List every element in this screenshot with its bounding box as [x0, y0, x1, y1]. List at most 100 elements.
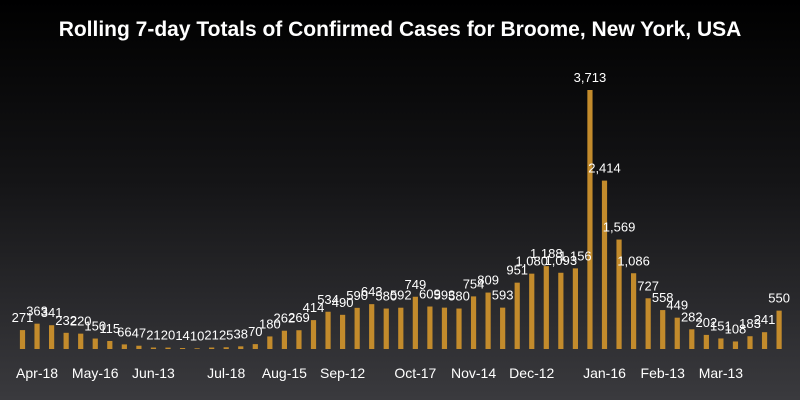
data-label: 150 — [84, 319, 106, 334]
bar — [398, 307, 404, 349]
bar — [412, 296, 418, 349]
bar — [78, 333, 84, 349]
bar — [761, 332, 768, 349]
bar — [529, 273, 535, 349]
data-label: 20 — [161, 328, 175, 343]
bar — [150, 347, 157, 349]
data-label: 490 — [332, 295, 354, 310]
bar — [747, 336, 753, 349]
data-label: 14 — [175, 328, 189, 343]
bar — [19, 330, 26, 349]
x-tick-label: Feb-13 — [641, 365, 686, 381]
bar — [340, 314, 346, 349]
bar — [354, 307, 360, 349]
data-label: 282 — [681, 309, 703, 324]
bar — [369, 304, 375, 349]
data-label: 609 — [419, 287, 441, 302]
bar — [194, 348, 200, 349]
data-label: 151 — [710, 318, 732, 333]
x-tick-label: Oct-17 — [394, 365, 436, 381]
data-label: 414 — [303, 300, 325, 315]
x-tick-label: Dec-12 — [509, 365, 554, 381]
bar — [223, 347, 229, 349]
data-label: 47 — [132, 326, 146, 341]
bar — [179, 348, 186, 349]
data-label: 550 — [768, 291, 790, 306]
data-label: 590 — [346, 288, 368, 303]
bar — [703, 334, 709, 349]
data-label: 363 — [26, 304, 48, 319]
bar — [674, 317, 680, 349]
bar — [470, 296, 477, 349]
chart-title: Rolling 7-day Totals of Confirmed Cases … — [58, 18, 742, 41]
data-label: 593 — [434, 288, 456, 303]
bar — [572, 268, 578, 349]
bar — [107, 340, 113, 349]
data-label: 2,414 — [588, 161, 621, 176]
bar — [209, 347, 215, 349]
data-label: 1,080 — [515, 254, 548, 269]
data-label: 220 — [70, 314, 92, 329]
data-label: 1,156 — [559, 248, 592, 263]
data-label: 1,086 — [617, 253, 650, 268]
data-label: 3,713 — [574, 70, 607, 85]
data-label: 202 — [695, 315, 717, 330]
data-label: 183 — [739, 316, 761, 331]
bar — [543, 266, 549, 349]
bar — [34, 323, 40, 349]
data-label: 271 — [12, 310, 34, 325]
data-label: 1,093 — [545, 253, 578, 268]
x-tick-label: Apr-18 — [16, 365, 58, 381]
data-label: 558 — [652, 290, 674, 305]
x-tick-label: Sep-12 — [320, 365, 365, 381]
data-label: 592 — [390, 288, 412, 303]
data-label: 232 — [55, 313, 77, 328]
x-tick-label: Jun-13 — [132, 365, 175, 381]
data-label: 534 — [317, 292, 339, 307]
bar — [732, 341, 739, 349]
data-label: 241 — [754, 312, 776, 327]
data-label: 727 — [637, 278, 659, 293]
x-tick-label: Mar-13 — [699, 365, 744, 381]
bar — [558, 272, 564, 349]
data-label: 25 — [219, 327, 233, 342]
data-label: 21 — [204, 328, 218, 343]
data-label: 749 — [404, 277, 426, 292]
data-label: 593 — [492, 288, 514, 303]
data-label: 1,569 — [603, 220, 636, 235]
bar — [514, 282, 520, 349]
bar — [238, 346, 244, 349]
bar — [165, 347, 171, 349]
bar — [63, 332, 69, 349]
data-label: 180 — [259, 316, 281, 331]
data-label: 38 — [234, 326, 248, 341]
data-label: 108 — [725, 321, 747, 336]
bar — [645, 298, 651, 349]
bar — [325, 311, 331, 349]
bar — [49, 325, 55, 349]
bar — [267, 336, 273, 349]
bar — [441, 307, 448, 349]
bar — [718, 338, 724, 349]
x-tick-label: Nov-14 — [451, 365, 496, 381]
bar — [136, 345, 142, 349]
bar — [92, 338, 98, 349]
bar — [631, 273, 637, 349]
bar — [587, 90, 593, 349]
bar — [616, 239, 622, 349]
bar — [383, 308, 389, 349]
bars — [19, 90, 782, 349]
x-tick-label: Jan-16 — [583, 365, 626, 381]
x-tick-label: Aug-15 — [262, 365, 307, 381]
x-axis-ticks: Apr-18 May-16 Jun-13 Jul-18 Aug-15 Sep-12 Oct-… — [16, 365, 743, 381]
data-label: 21 — [146, 328, 160, 343]
bar — [776, 310, 782, 349]
data-label: 115 — [99, 321, 120, 336]
data-label: 449 — [666, 298, 688, 313]
data-label: 70 — [248, 324, 262, 339]
data-label: 66 — [117, 324, 131, 339]
bar — [500, 307, 506, 349]
